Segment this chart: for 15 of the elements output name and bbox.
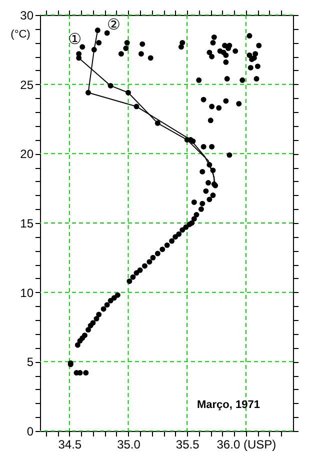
x-tick-label: 35.0: [117, 438, 141, 452]
y-tick-label: 10: [20, 286, 34, 300]
y-tick-label: 30: [20, 8, 34, 22]
annotation: Março, 1971: [196, 399, 260, 411]
y-axis-title: (°C): [10, 28, 30, 40]
y-tick-label: 20: [20, 147, 34, 162]
y-tick-label: 5: [26, 355, 34, 370]
legend-label: ①: [68, 30, 82, 48]
y-tick-label: 25: [20, 78, 34, 92]
x-tick-label: 36.0 (USP): [216, 438, 276, 452]
y-tick-label: 15: [20, 216, 34, 230]
x-tick-label: 35.5: [176, 438, 200, 452]
x-tick-label: 34.5: [58, 438, 82, 452]
y-tick-label: 0: [26, 424, 34, 438]
legend-label: ②: [106, 15, 120, 34]
